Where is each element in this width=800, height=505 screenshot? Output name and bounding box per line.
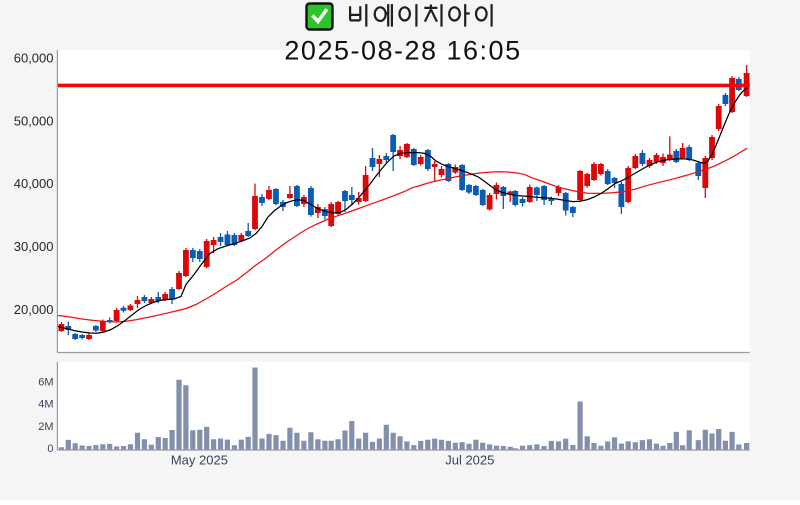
svg-text:2M: 2M <box>38 421 53 433</box>
svg-text:50,000: 50,000 <box>14 113 54 128</box>
svg-text:60,000: 60,000 <box>14 51 54 66</box>
svg-text:30,000: 30,000 <box>14 239 54 254</box>
svg-text:4M: 4M <box>38 399 53 411</box>
svg-text:May 2025: May 2025 <box>171 453 228 468</box>
svg-text:0: 0 <box>47 443 53 455</box>
svg-text:2025-08-28 16:05: 2025-08-28 16:05 <box>284 36 521 66</box>
svg-text:40,000: 40,000 <box>14 176 54 191</box>
svg-text:6M: 6M <box>38 376 53 388</box>
svg-text:Jul 2025: Jul 2025 <box>445 453 494 468</box>
svg-text:20,000: 20,000 <box>14 302 54 317</box>
